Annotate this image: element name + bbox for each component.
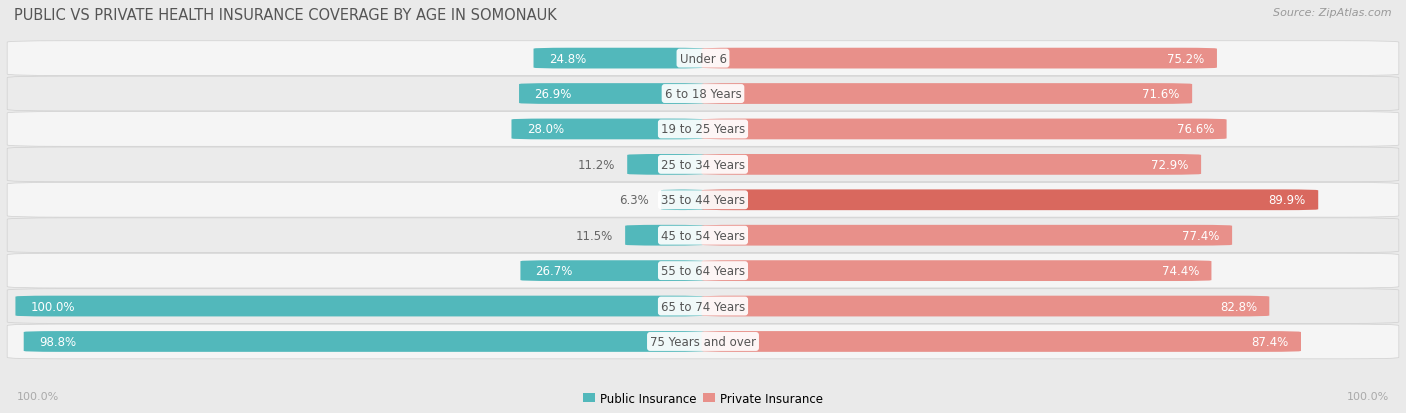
FancyBboxPatch shape <box>702 190 1319 211</box>
FancyBboxPatch shape <box>661 190 704 211</box>
FancyBboxPatch shape <box>702 261 1212 281</box>
Text: 75 Years and over: 75 Years and over <box>650 335 756 348</box>
FancyBboxPatch shape <box>702 49 1218 69</box>
FancyBboxPatch shape <box>7 324 1399 359</box>
Text: 11.5%: 11.5% <box>575 229 613 242</box>
Text: 100.0%: 100.0% <box>17 391 59 401</box>
FancyBboxPatch shape <box>626 225 704 246</box>
Text: 76.6%: 76.6% <box>1177 123 1215 136</box>
Text: 71.6%: 71.6% <box>1142 88 1180 101</box>
FancyBboxPatch shape <box>702 119 1226 140</box>
Text: 100.0%: 100.0% <box>31 300 75 313</box>
Text: 25 to 34 Years: 25 to 34 Years <box>661 159 745 171</box>
Text: 77.4%: 77.4% <box>1182 229 1219 242</box>
Text: 26.7%: 26.7% <box>536 264 574 278</box>
Text: 11.2%: 11.2% <box>578 159 614 171</box>
Text: 26.9%: 26.9% <box>534 88 572 101</box>
Text: 89.9%: 89.9% <box>1268 194 1306 207</box>
FancyBboxPatch shape <box>15 296 704 317</box>
Text: Source: ZipAtlas.com: Source: ZipAtlas.com <box>1274 8 1392 18</box>
FancyBboxPatch shape <box>702 331 1301 352</box>
Text: 28.0%: 28.0% <box>527 123 564 136</box>
Text: 98.8%: 98.8% <box>39 335 76 348</box>
FancyBboxPatch shape <box>7 148 1399 182</box>
Text: 24.8%: 24.8% <box>548 52 586 65</box>
Text: PUBLIC VS PRIVATE HEALTH INSURANCE COVERAGE BY AGE IN SOMONAUK: PUBLIC VS PRIVATE HEALTH INSURANCE COVER… <box>14 8 557 23</box>
Text: 74.4%: 74.4% <box>1161 264 1199 278</box>
FancyBboxPatch shape <box>7 289 1399 324</box>
FancyBboxPatch shape <box>512 119 704 140</box>
FancyBboxPatch shape <box>7 42 1399 76</box>
FancyBboxPatch shape <box>7 218 1399 253</box>
Text: 82.8%: 82.8% <box>1220 300 1257 313</box>
Text: 87.4%: 87.4% <box>1251 335 1289 348</box>
FancyBboxPatch shape <box>24 331 704 352</box>
Text: 72.9%: 72.9% <box>1152 159 1188 171</box>
Text: 19 to 25 Years: 19 to 25 Years <box>661 123 745 136</box>
Text: Under 6: Under 6 <box>679 52 727 65</box>
FancyBboxPatch shape <box>702 84 1192 104</box>
Text: 6 to 18 Years: 6 to 18 Years <box>665 88 741 101</box>
FancyBboxPatch shape <box>702 154 1201 176</box>
Text: 75.2%: 75.2% <box>1167 52 1205 65</box>
FancyBboxPatch shape <box>7 254 1399 288</box>
Text: 35 to 44 Years: 35 to 44 Years <box>661 194 745 207</box>
FancyBboxPatch shape <box>519 84 704 104</box>
FancyBboxPatch shape <box>702 296 1270 317</box>
FancyBboxPatch shape <box>7 112 1399 147</box>
Legend: Public Insurance, Private Insurance: Public Insurance, Private Insurance <box>581 389 825 407</box>
FancyBboxPatch shape <box>520 261 704 281</box>
Text: 6.3%: 6.3% <box>619 194 648 207</box>
Text: 65 to 74 Years: 65 to 74 Years <box>661 300 745 313</box>
FancyBboxPatch shape <box>627 154 704 176</box>
FancyBboxPatch shape <box>533 49 704 69</box>
FancyBboxPatch shape <box>7 183 1399 218</box>
FancyBboxPatch shape <box>7 77 1399 112</box>
FancyBboxPatch shape <box>702 225 1232 246</box>
Text: 100.0%: 100.0% <box>1347 391 1389 401</box>
Text: 45 to 54 Years: 45 to 54 Years <box>661 229 745 242</box>
Text: 55 to 64 Years: 55 to 64 Years <box>661 264 745 278</box>
